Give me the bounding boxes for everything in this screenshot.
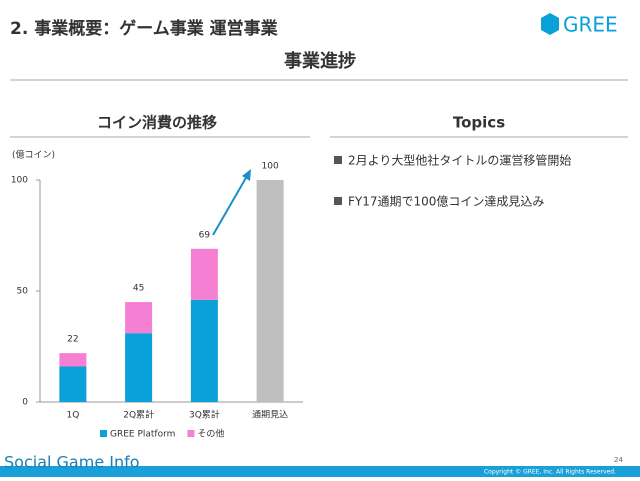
- header-title: 2. 事業概要：ゲーム事業 運営事業: [10, 18, 278, 39]
- bullet: [334, 156, 342, 164]
- total-label: 45: [133, 284, 144, 294]
- total-label: 22: [67, 335, 78, 345]
- slide-subtitle: 事業進捗: [284, 50, 356, 72]
- x-tick-label: 1Q: [66, 411, 79, 421]
- bullet: [334, 197, 342, 205]
- y-tick-label: 0: [22, 398, 28, 408]
- watermark: Social Game Info: [4, 453, 140, 472]
- legend-label: GREE Platform: [110, 430, 175, 440]
- bar-segment: [190, 248, 218, 300]
- total-label: 100: [262, 162, 279, 172]
- forecast-bar: [256, 180, 284, 402]
- left-heading: コイン消費の推移: [97, 114, 217, 132]
- bar-segment: [59, 366, 87, 402]
- arrow-head: [242, 169, 251, 181]
- y-tick-label: 100: [11, 176, 28, 186]
- x-tick-label: 通期見込: [252, 410, 288, 421]
- bar-segment: [190, 299, 218, 402]
- page-number: 24: [614, 456, 623, 464]
- arrow: [212, 175, 248, 236]
- legend-swatch: [100, 430, 107, 437]
- topic-item: FY17通期で100億コイン達成見込み: [348, 195, 544, 209]
- logo-mark: [541, 13, 559, 35]
- y-tick-label: 50: [17, 287, 29, 297]
- legend-swatch: [187, 430, 195, 437]
- x-tick-label: 3Q累計: [189, 409, 220, 421]
- bar-segment: [125, 302, 153, 334]
- total-label: 69: [199, 230, 211, 240]
- bar-segment: [59, 353, 87, 367]
- logo: GREE: [563, 13, 618, 37]
- footer-bar: [0, 466, 640, 477]
- copyright: Copyright © GREE, Inc. All Rights Reserv…: [484, 469, 616, 476]
- bar-segment: [125, 333, 153, 402]
- legend-label: その他: [197, 428, 224, 440]
- y-axis-label: (億コイン): [12, 149, 55, 161]
- topic-item: 2月より大型他社タイトルの運営移管開始: [348, 153, 571, 168]
- topics-heading: Topics: [453, 114, 505, 132]
- x-tick-label: 2Q累計: [123, 409, 154, 421]
